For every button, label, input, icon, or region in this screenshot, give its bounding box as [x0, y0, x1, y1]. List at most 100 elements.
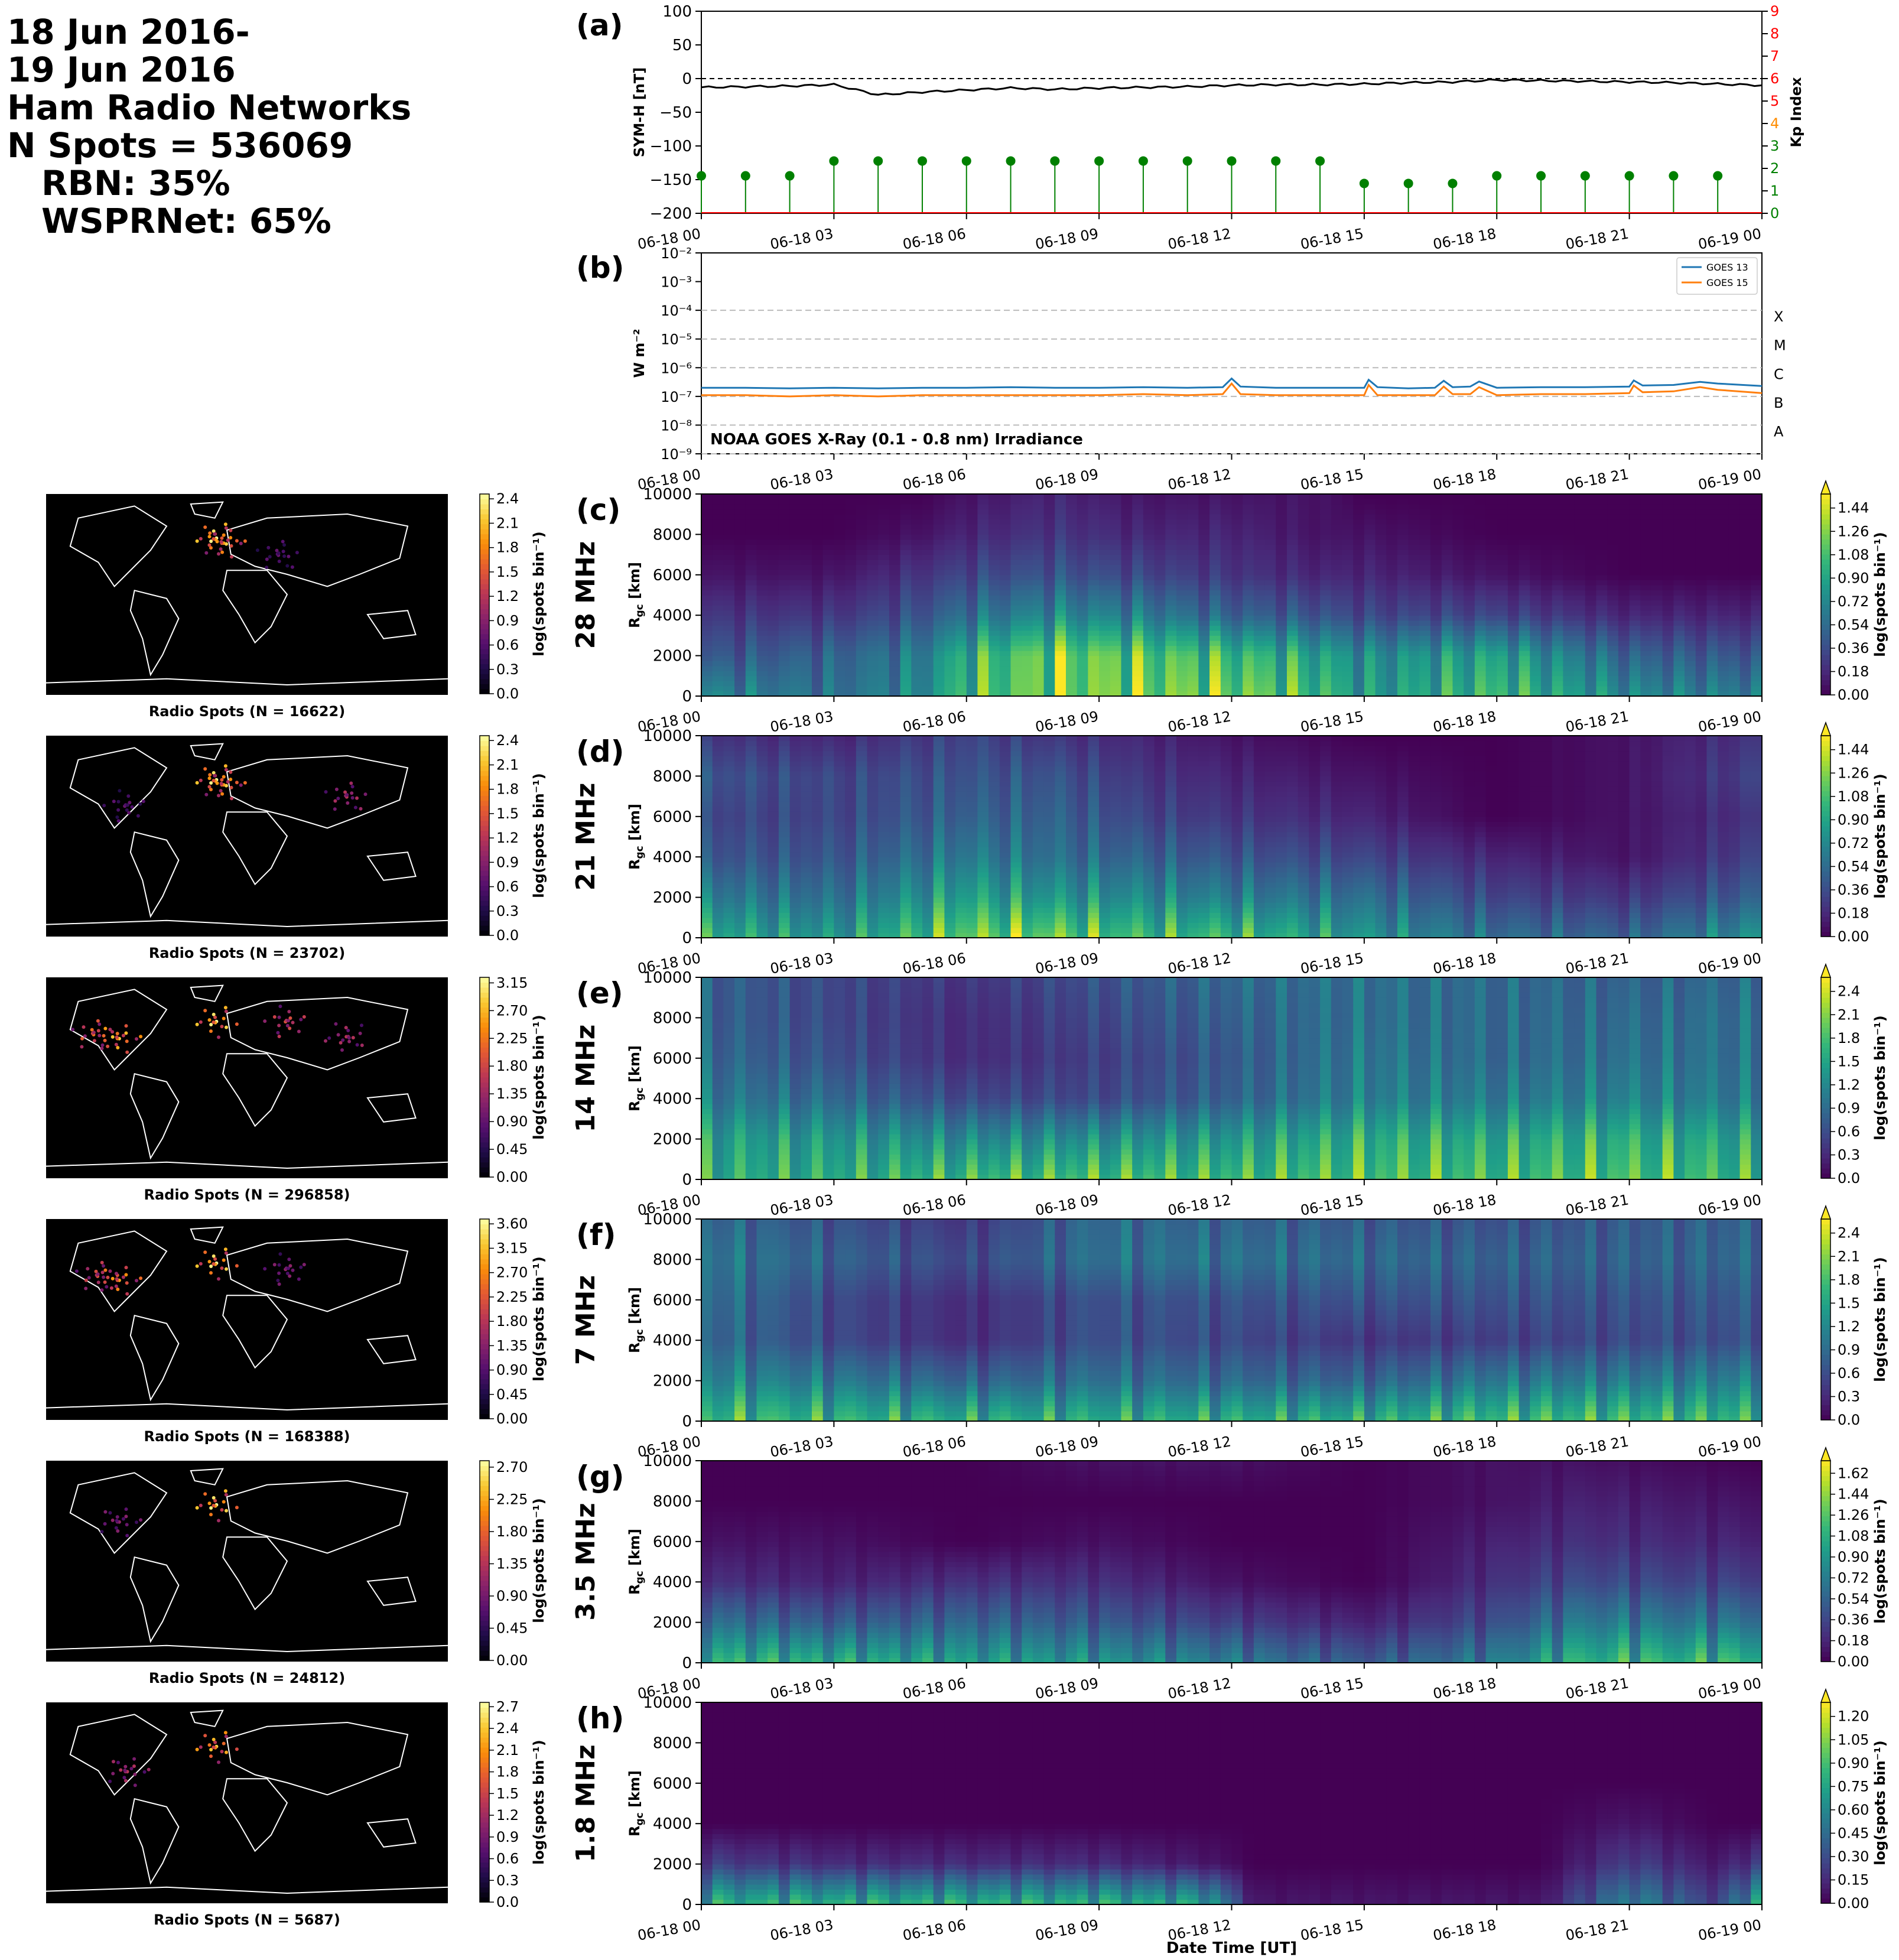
heatmap-cell [1751, 635, 1762, 641]
heatmap-cell [1663, 509, 1674, 515]
heatmap-cell [1099, 545, 1110, 550]
heatmap-cell [790, 630, 801, 636]
heatmap-cell [977, 539, 988, 545]
heatmap-cell [1519, 545, 1530, 550]
heatmap-cell [1165, 575, 1176, 580]
kp-marker [1448, 178, 1457, 188]
heatmap-cell [779, 671, 790, 676]
heatmap-cell [757, 585, 768, 590]
heatmap-cell [1640, 545, 1651, 550]
heatmap-cell [845, 761, 856, 766]
colorbar-tick-label: 0.3 [496, 661, 519, 678]
heatmap-cell [768, 555, 779, 560]
heatmap-cell [768, 877, 779, 882]
heatmap-cell [845, 676, 856, 681]
heatmap-cell [1497, 625, 1508, 630]
spot-dot [204, 551, 208, 555]
heatmap-cell [1188, 524, 1199, 529]
heatmap-cell [801, 494, 812, 499]
heatmap-cell [1132, 620, 1143, 626]
heatmap-cell [1486, 580, 1497, 585]
heatmap-cell [1165, 585, 1176, 590]
heatmap-cell [1475, 681, 1486, 686]
heatmap-cell [944, 666, 955, 671]
x-tick-label: 06-18 18 [1432, 466, 1497, 493]
heatmap-cell [1209, 656, 1221, 661]
heatmap-cell [757, 610, 768, 616]
heatmap-cell [1320, 534, 1331, 539]
heatmap-cell [1055, 610, 1066, 616]
heatmap-cell [1364, 595, 1376, 600]
heatmap-cell [1464, 494, 1475, 499]
heatmap-cell [823, 847, 834, 852]
heatmap-cell [1640, 651, 1651, 656]
heatmap-cell [1640, 681, 1651, 686]
heatmap-cell [856, 807, 867, 812]
heatmap-cell [779, 761, 790, 766]
heatmap-cell [1618, 575, 1630, 580]
heatmap-cell [900, 646, 912, 651]
heatmap-cell [834, 605, 845, 610]
heatmap-cell [1077, 595, 1088, 600]
heatmap-cell [779, 545, 790, 550]
heatmap-cell [1110, 509, 1121, 515]
heatmap-cell [1364, 630, 1376, 636]
heatmap-cell [922, 615, 934, 620]
heatmap-cell [1409, 504, 1420, 509]
kp-marker [829, 156, 838, 165]
heatmap-cell [977, 681, 988, 686]
heatmap-cell [757, 565, 768, 570]
heatmap-cell [823, 922, 834, 928]
heatmap-cell [1353, 499, 1364, 505]
heatmap-cell [1055, 681, 1066, 686]
heatmap-cell [1165, 681, 1176, 686]
heatmap-cell [955, 646, 967, 651]
heatmap-cell [834, 892, 845, 898]
heatmap-cell [1409, 519, 1420, 525]
heatmap-cell [746, 610, 757, 616]
heatmap-cell [1397, 620, 1409, 626]
heatmap-cell [1618, 529, 1630, 535]
heatmap-cell [1486, 524, 1497, 529]
heatmap-cell [1176, 555, 1188, 560]
heatmap-cell [1088, 595, 1099, 600]
heatmap-cell [1541, 545, 1552, 550]
heatmap-cell [977, 666, 988, 671]
heatmap-cell [1409, 595, 1420, 600]
heatmap-cell [746, 686, 757, 691]
heatmap-cell [812, 928, 823, 933]
heatmap-cell [1729, 686, 1740, 691]
heatmap-cell [867, 741, 879, 746]
heatmap-cell [911, 524, 922, 529]
heatmap-cell [757, 918, 768, 923]
heatmap-cell [900, 580, 912, 585]
heatmap-cell [1673, 686, 1685, 691]
heatmap-cell [1011, 625, 1022, 630]
heatmap-cell [1132, 534, 1143, 539]
heatmap-cell [1022, 600, 1033, 606]
heatmap-cell [1376, 509, 1387, 515]
heatmap-cell [1651, 615, 1663, 620]
heatmap-cell [1143, 509, 1155, 515]
heatmap-cell [801, 565, 812, 570]
heatmap-cell [713, 771, 724, 776]
heatmap-cell [1044, 575, 1055, 580]
heatmap-cell [1376, 504, 1387, 509]
heatmap-cell [823, 821, 834, 827]
heatmap-cell [801, 797, 812, 802]
heatmap-cell [801, 570, 812, 575]
heatmap-cell [723, 832, 734, 837]
heatmap-cell [713, 600, 724, 606]
heatmap-cell [1519, 524, 1530, 529]
heatmap-cell [1596, 590, 1608, 596]
heatmap-cell [1419, 656, 1430, 661]
heatmap-cell [1309, 595, 1320, 600]
heatmap-cell [1209, 646, 1221, 651]
heatmap-cell [1099, 605, 1110, 610]
heatmap-cell [1607, 529, 1618, 535]
heatmap-cell [1298, 524, 1309, 529]
heatmap-cell [790, 912, 801, 918]
heatmap-cell [723, 741, 734, 746]
heatmap-cell [1176, 641, 1188, 646]
heatmap-cell [1188, 545, 1199, 550]
